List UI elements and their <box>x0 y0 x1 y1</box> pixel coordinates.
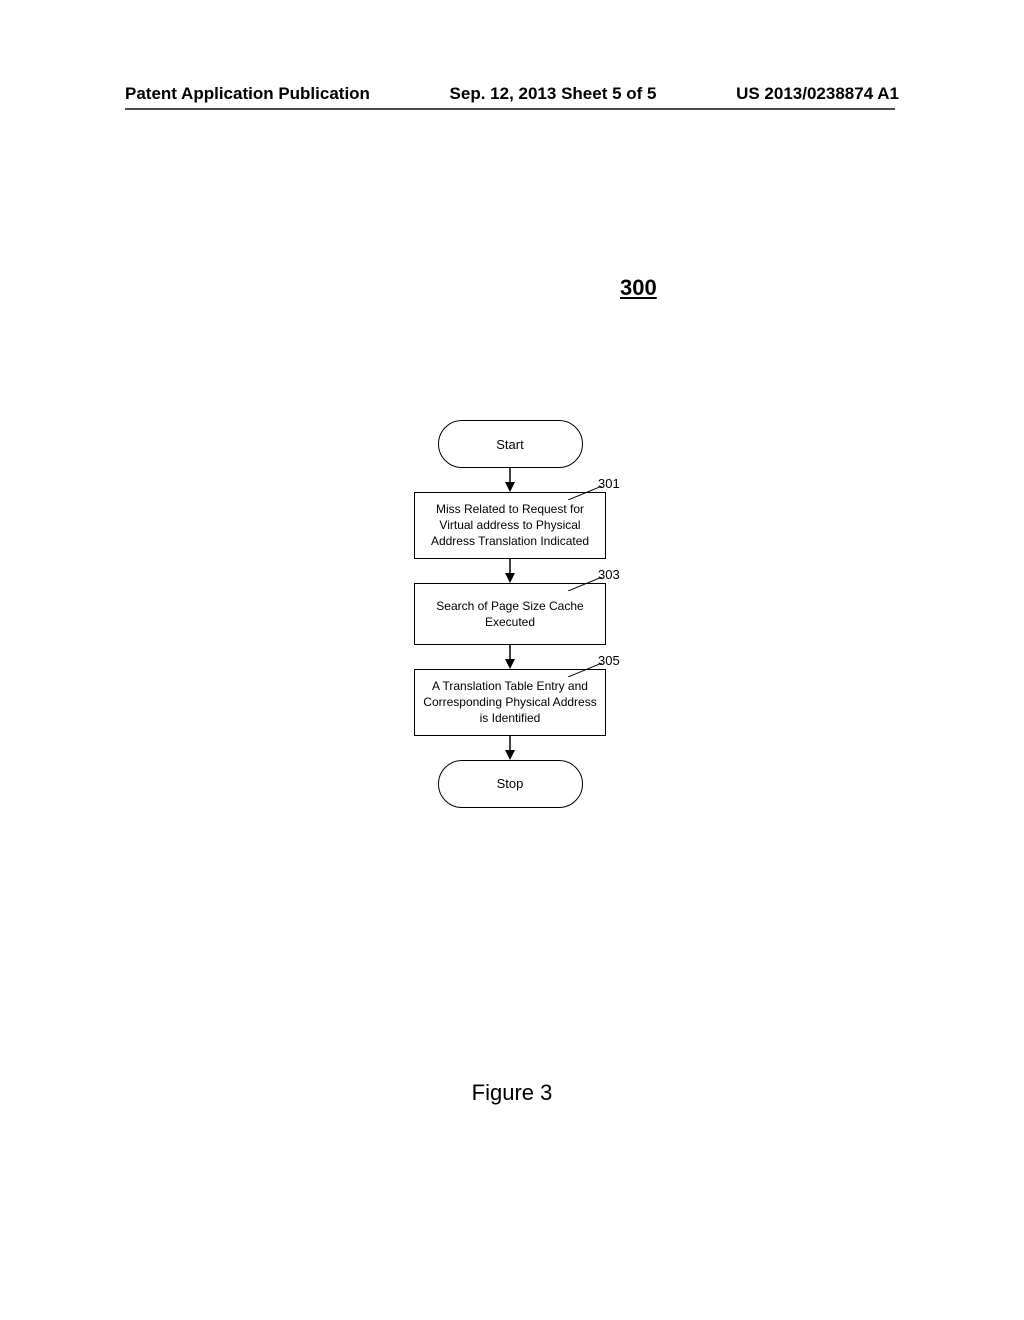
figure-number: 300 <box>620 275 657 301</box>
process-303-label: Search of Page Size Cache Executed <box>436 599 583 629</box>
process-305-label: A Translation Table Entry and Correspond… <box>423 679 596 725</box>
figure-caption: Figure 3 <box>0 1080 1024 1106</box>
flowchart: Start Miss Related to Request for Virtua… <box>350 420 670 808</box>
ref-leader-303 <box>568 577 602 591</box>
header-center: Sep. 12, 2013 Sheet 5 of 5 <box>450 84 657 104</box>
arrow-305-to-stop <box>350 736 670 760</box>
arrow-down-icon <box>504 559 516 583</box>
arrow-start-to-301 <box>350 468 670 492</box>
start-node: Start <box>438 420 583 468</box>
process-301: Miss Related to Request for Virtual addr… <box>414 492 606 559</box>
process-301-label: Miss Related to Request for Virtual addr… <box>431 502 589 548</box>
process-305: A Translation Table Entry and Correspond… <box>414 669 606 736</box>
arrow-301-to-303 <box>350 559 670 583</box>
ref-leader-305 <box>568 663 602 677</box>
ref-leader-301 <box>568 486 602 500</box>
stop-node: Stop <box>438 760 583 808</box>
arrow-303-to-305 <box>350 645 670 669</box>
process-303: Search of Page Size Cache Executed <box>414 583 606 645</box>
header: Patent Application Publication Sep. 12, … <box>0 84 1024 104</box>
arrow-down-icon <box>504 736 516 760</box>
header-right: US 2013/0238874 A1 <box>736 84 899 104</box>
arrow-down-icon <box>504 645 516 669</box>
header-left: Patent Application Publication <box>125 84 370 104</box>
header-rule <box>125 108 895 110</box>
start-label: Start <box>496 437 523 452</box>
arrow-down-icon <box>504 468 516 492</box>
stop-label: Stop <box>497 776 524 791</box>
